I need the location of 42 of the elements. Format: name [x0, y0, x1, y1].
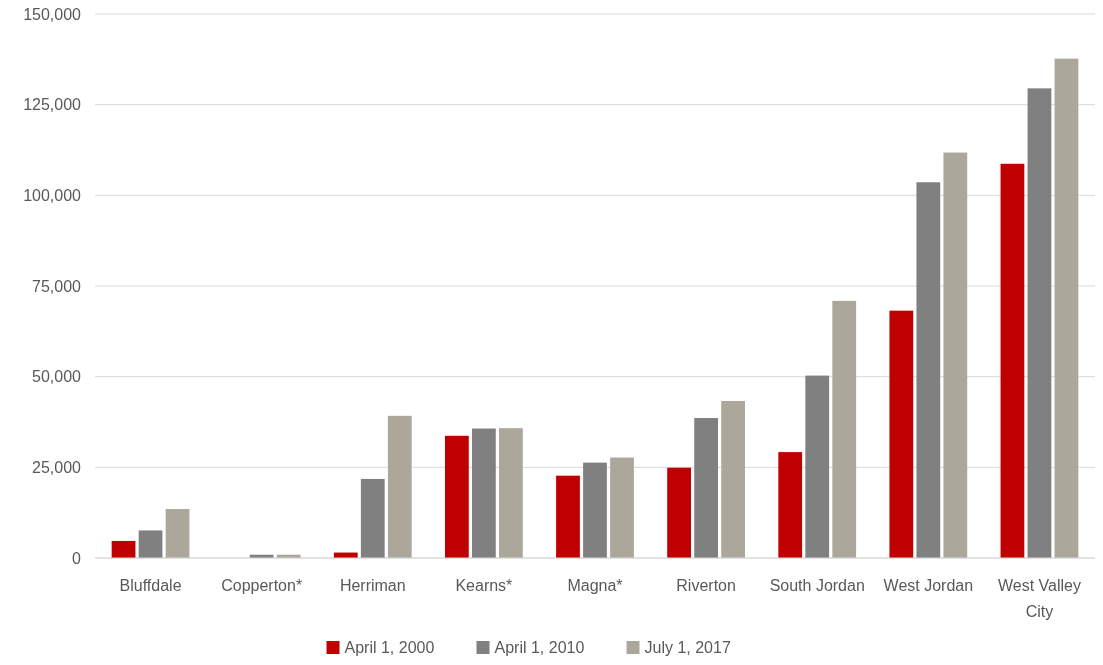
y-tick-label: 150,000	[23, 5, 82, 23]
x-tick-label: South Jordan	[769, 577, 865, 594]
bar	[721, 400, 745, 558]
bar	[667, 467, 691, 558]
bar	[583, 462, 607, 558]
bar	[111, 540, 136, 558]
bar	[943, 152, 968, 558]
legend-label: July 1, 2017	[644, 639, 731, 656]
legend-label: April 1, 2010	[494, 639, 585, 656]
legend-label: April 1, 2000	[344, 639, 435, 656]
bar	[805, 375, 830, 558]
bar	[694, 418, 718, 558]
y-tick-label: 50,000	[32, 368, 82, 386]
bar	[556, 475, 580, 558]
bar	[360, 478, 385, 558]
bar	[1054, 58, 1079, 558]
y-tick-label: 25,000	[32, 458, 82, 476]
bar	[387, 415, 412, 558]
x-tick-label: Bluffdale	[119, 577, 182, 594]
y-tick-label: 0	[72, 549, 82, 567]
bar	[832, 300, 857, 558]
bar	[445, 435, 469, 558]
bar	[778, 452, 803, 558]
x-tick-label: Herriman	[339, 577, 406, 594]
x-tick-label: West Jordan	[883, 577, 974, 594]
bar	[610, 457, 634, 558]
y-tick-label: 100,000	[23, 186, 82, 204]
x-tick-label: Kearns*	[455, 577, 513, 594]
bar	[138, 530, 163, 558]
x-tick-label: Riverton	[676, 577, 736, 594]
bar	[1027, 88, 1052, 558]
x-tick-label: Copperton*	[221, 577, 303, 594]
x-tick-label: Magna*	[567, 577, 623, 594]
bar	[889, 310, 914, 558]
bar	[499, 428, 523, 558]
bar	[1000, 163, 1025, 558]
bar	[916, 182, 941, 558]
bar	[472, 428, 496, 558]
y-tick-label: 125,000	[23, 96, 82, 114]
bar	[165, 509, 190, 558]
y-tick-label: 75,000	[32, 277, 82, 295]
x-tick-label: West Valley City	[997, 577, 1081, 620]
